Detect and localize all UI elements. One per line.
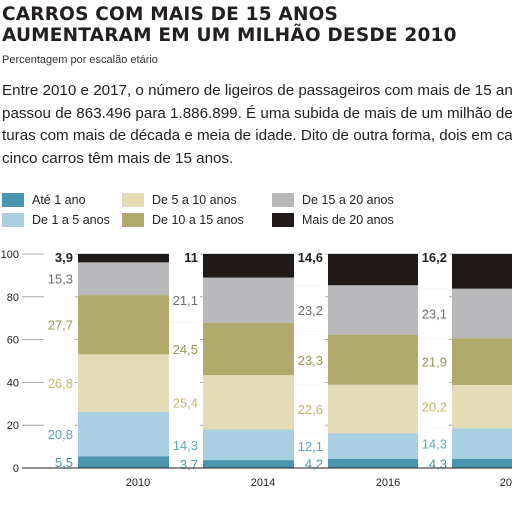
y-tick-label: 80: [7, 292, 19, 304]
data-label: 25,4: [173, 395, 198, 410]
data-label: 12,1: [298, 439, 323, 454]
bar-segment: [78, 254, 198, 263]
bar-segment: [452, 428, 512, 459]
data-label: 16,2: [422, 250, 447, 265]
label-band: [418, 338, 449, 385]
data-label: 3,9: [55, 250, 73, 265]
legend-label: De 10 a 15 anos: [152, 213, 244, 227]
x-tick-label: 2014: [251, 477, 275, 489]
data-label: 14,3: [422, 436, 447, 451]
label-band: [169, 460, 200, 468]
data-label: 23,2: [298, 303, 323, 318]
label-band: [44, 262, 75, 296]
x-tick-label: 2010: [126, 477, 150, 489]
title-line-2: AUMENTARAM EM UM MILHÃO DESDE 2010: [2, 25, 457, 46]
y-tick-label: 0: [13, 463, 19, 475]
data-label: 21,1: [173, 293, 198, 308]
data-label: 15,3: [48, 272, 73, 287]
legend-item-15-20-anos: De 15 a 20 anos: [272, 192, 394, 208]
legend-item-ate-1-ano: Até 1 ano: [2, 192, 86, 208]
chart-legend: Até 1 ano De 5 a 10 anos De 15 a 20 anos…: [0, 186, 512, 234]
label-band: [418, 458, 449, 468]
label-band: [294, 459, 325, 468]
bar-segment: [452, 458, 512, 468]
legend-swatch: [122, 213, 144, 227]
label-band: [44, 295, 75, 355]
data-label: 20,2: [422, 400, 447, 415]
data-label: 23,1: [422, 306, 447, 321]
y-tick-label: 60: [7, 335, 19, 347]
data-label: 20,8: [48, 427, 73, 442]
data-label: 22,6: [298, 402, 323, 417]
title-line-1: CARROS COM MAIS DE 15 ANOS: [2, 4, 339, 25]
intro-paragraph: Entre 2010 e 2017, o número de ligeiros …: [2, 80, 512, 170]
legend-swatch: [272, 193, 294, 207]
label-band: [294, 285, 325, 335]
label-band: [44, 456, 75, 468]
label-band: [294, 433, 325, 460]
chart-subtitle: Percentagem por escalão etário: [2, 54, 158, 66]
bar-segment: [452, 288, 512, 339]
label-band: [44, 354, 75, 412]
bar-segment: [328, 459, 448, 468]
legend-label: Até 1 ano: [32, 193, 86, 207]
legend-item-1-5-anos: De 1 a 5 anos: [2, 212, 110, 228]
x-tick-label: 2017: [500, 477, 512, 489]
label-band: [169, 375, 200, 430]
bar-segment: [452, 384, 512, 429]
data-label: 14,3: [173, 438, 198, 453]
label-band: [44, 411, 75, 457]
label-band: [418, 288, 449, 339]
y-tick-label: 100: [1, 249, 19, 261]
legend-item-10-15-anos: De 10 a 15 anos: [122, 212, 244, 228]
legend-label: De 5 a 10 anos: [152, 193, 237, 207]
y-tick-label: 20: [7, 420, 19, 432]
label-band: [169, 277, 200, 323]
y-tick-label: 40: [7, 377, 19, 389]
chart-title: CARROS COM MAIS DE 15 ANOS AUMENTARAM EM…: [2, 4, 457, 46]
data-label: 11: [184, 250, 198, 265]
legend-swatch: [122, 193, 144, 207]
legend-swatch: [2, 193, 24, 207]
data-label: 5,5: [55, 455, 73, 470]
legend-label: De 1 a 5 anos: [32, 213, 110, 227]
data-label: 27,7: [48, 318, 73, 333]
bar-segment: [203, 460, 323, 468]
intro-line-1: Entre 2010 e 2017, o número de ligeiros …: [2, 82, 512, 99]
data-label: 14,6: [298, 250, 323, 265]
label-band: [294, 250, 325, 286]
bar-segment: [203, 254, 323, 278]
legend-label: Mais de 20 anos: [302, 213, 394, 227]
label-band: [44, 250, 75, 263]
legend-swatch: [272, 213, 294, 227]
label-band: [169, 322, 200, 376]
label-band: [418, 250, 449, 289]
x-tick-label: 2016: [376, 477, 400, 489]
legend-label: De 15 a 20 anos: [302, 193, 394, 207]
legend-item-mais-20-anos: Mais de 20 anos: [272, 212, 394, 228]
intro-line-3: turas com mais de década e meia de idade…: [2, 127, 512, 144]
label-band: [169, 429, 200, 461]
data-label: 23,3: [298, 353, 323, 368]
legend-item-5-10-anos: De 5 a 10 anos: [122, 192, 237, 208]
stacked-bar-chart: 0 20 40 60 80 100 2010 2014 2016 2017 5,5 20,8 26,8 2…: [1, 249, 512, 489]
intro-line-4: cinco carros têm mais de 15 anos.: [2, 149, 234, 167]
data-label: 21,9: [422, 355, 447, 370]
label-band: [294, 334, 325, 385]
label-band: [418, 428, 449, 459]
label-band: [418, 384, 449, 429]
bar-segment: [78, 456, 198, 468]
label-band: [294, 384, 325, 434]
bar-segment: [452, 254, 512, 289]
data-label: 24,5: [173, 342, 198, 357]
bar-segment: [452, 338, 512, 385]
legend-swatch: [2, 213, 24, 227]
intro-line-2: passou de 863.496 para 1.886.899. É uma …: [2, 104, 512, 122]
label-band: [169, 250, 200, 278]
data-label: 26,8: [48, 376, 73, 391]
